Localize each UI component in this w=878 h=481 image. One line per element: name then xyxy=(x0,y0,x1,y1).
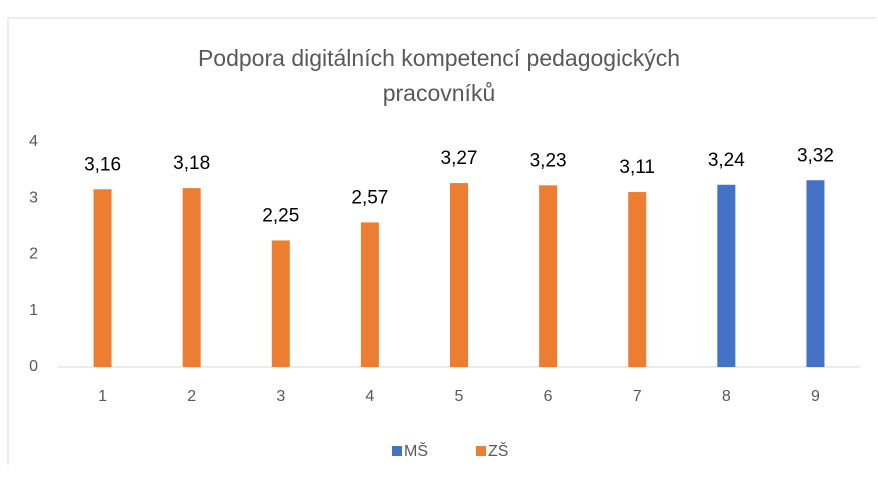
data-label: 3,18 xyxy=(173,153,210,174)
y-tick-label: 1 xyxy=(29,302,38,319)
x-tick-label: 7 xyxy=(633,388,642,405)
y-tick-label: 4 xyxy=(29,133,38,150)
bar xyxy=(271,240,290,367)
data-label: 2,57 xyxy=(351,187,388,208)
y-tick-label: 0 xyxy=(29,358,38,375)
x-tick-label: 9 xyxy=(811,388,820,405)
data-label: 3,24 xyxy=(708,150,745,171)
x-tick-label: 1 xyxy=(98,388,107,405)
y-tick-label: 3 xyxy=(29,189,38,206)
data-label: 3,32 xyxy=(797,145,834,166)
chart-frame xyxy=(7,17,876,465)
data-label: 3,16 xyxy=(84,154,121,175)
bar xyxy=(450,183,468,367)
x-tick-label: 2 xyxy=(187,388,196,405)
legend-label: MŠ xyxy=(404,441,428,460)
bar xyxy=(182,188,201,367)
x-tick-label: 5 xyxy=(455,388,464,405)
bar xyxy=(539,185,558,367)
chart-title: pracovníků xyxy=(383,80,496,106)
chart-title: Podpora digitálních kompetencí pedagogic… xyxy=(198,45,680,71)
legend-swatch xyxy=(392,446,402,456)
data-label: 3,27 xyxy=(441,148,478,169)
data-label: 3,11 xyxy=(619,157,655,178)
bar xyxy=(806,180,825,367)
data-label: 3,23 xyxy=(530,150,567,171)
y-tick-label: 2 xyxy=(29,246,38,263)
x-tick-label: 4 xyxy=(365,388,374,405)
x-tick-label: 3 xyxy=(276,388,285,405)
data-label: 2,25 xyxy=(262,205,299,226)
bar xyxy=(628,192,647,367)
x-tick-label: 8 xyxy=(722,388,731,405)
x-tick-label: 6 xyxy=(544,388,553,405)
bar xyxy=(93,189,112,367)
legend-label: ZŠ xyxy=(488,441,508,460)
bar xyxy=(360,222,379,367)
legend-swatch xyxy=(476,446,486,456)
bar xyxy=(717,184,736,367)
